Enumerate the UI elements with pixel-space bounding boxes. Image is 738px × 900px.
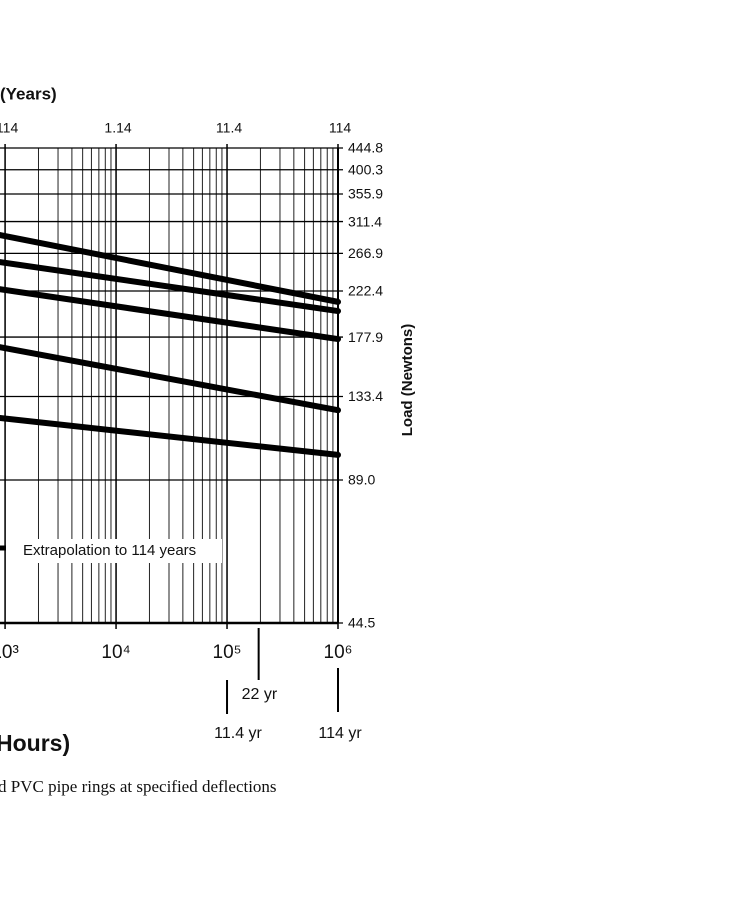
caption: d PVC pipe rings at specified deflection…: [0, 777, 277, 796]
annotation-label: 114 yr: [318, 725, 362, 742]
y-tick-label: 266.9: [348, 245, 383, 261]
annotation-label: 22 yr: [242, 686, 278, 703]
data-line: [0, 259, 341, 315]
legend-box: [18, 539, 222, 563]
y-tick-label: 44.5: [348, 615, 375, 631]
x-tick-label: 10⁶: [324, 642, 353, 663]
y-tick-label: 444.8: [348, 140, 383, 156]
top-tick-label: 114: [329, 120, 352, 136]
x-tick-label: 10⁴: [101, 642, 130, 663]
x-axis-title: Hours): [0, 730, 70, 756]
y-tick-label: 400.3: [348, 161, 383, 177]
y-tick-label: 89.0: [348, 472, 375, 488]
annotation-label: 11.4 yr: [214, 725, 262, 742]
top-axis-title: (Years): [0, 84, 57, 103]
top-tick-label: 11.4: [216, 120, 242, 136]
data-line: [0, 414, 341, 458]
x-tick-label: 10⁵: [213, 642, 242, 663]
y-axis-title: Load (Newtons): [399, 324, 416, 437]
data-line: [0, 344, 341, 414]
data-line: [0, 286, 341, 343]
y-tick-label: 311.4: [348, 213, 382, 229]
y-tick-label: 177.9: [348, 329, 383, 345]
y-tick-label: 355.9: [348, 186, 383, 202]
y-tick-label: 133.4: [348, 388, 383, 404]
top-tick-label: 1.14: [104, 120, 131, 136]
top-tick-label: 114: [0, 120, 18, 136]
data-line: [0, 232, 341, 305]
x-tick-label: 10³: [0, 642, 19, 663]
legend-label: Extrapolation to 114 years: [23, 542, 196, 559]
y-tick-label: 222.4: [348, 283, 383, 299]
